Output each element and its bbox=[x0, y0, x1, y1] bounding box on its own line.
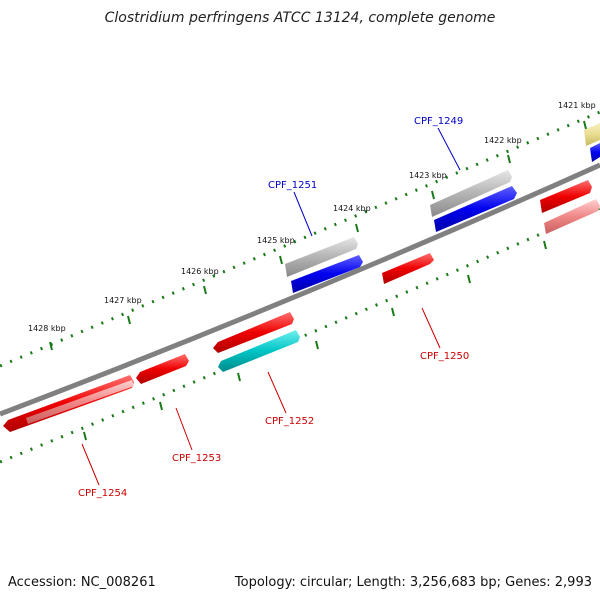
genome-summary-text: Topology: circular; Length: 3,256,683 bp… bbox=[234, 575, 592, 590]
tick-labels: 1421 kbp 1422 kbp 1423 kbp 1424 kbp 1425… bbox=[28, 101, 596, 333]
tick-label-1421: 1421 kbp bbox=[558, 101, 596, 110]
gene-cpf-1253[interactable] bbox=[136, 354, 189, 384]
tick-label-1427: 1427 kbp bbox=[104, 296, 142, 305]
label-cpf-1254: CPF_1254 bbox=[78, 488, 127, 499]
gene-cpf-1251[interactable] bbox=[291, 255, 363, 293]
gene-pink-right[interactable] bbox=[544, 199, 600, 234]
leader-cpf-1249 bbox=[437, 127, 461, 171]
label-cpf-1251: CPF_1251 bbox=[268, 180, 317, 191]
genome-backbone bbox=[0, 162, 600, 417]
gene-cpf-1249[interactable] bbox=[434, 186, 517, 232]
leader-cpf-1252 bbox=[267, 371, 287, 414]
gene-cpf-1254[interactable] bbox=[26, 380, 134, 424]
major-ticks-inner bbox=[83, 240, 547, 441]
major-ticks-outer bbox=[49, 120, 587, 351]
gene-blue-partial[interactable] bbox=[590, 143, 600, 162]
label-cpf-1252: CPF_1252 bbox=[265, 416, 314, 427]
gene-yellow-partial[interactable] bbox=[584, 123, 600, 146]
gene-cpf-1251-cds[interactable] bbox=[285, 237, 358, 277]
gene-cpf-1250[interactable] bbox=[382, 253, 434, 284]
label-cpf-1253: CPF_1253 bbox=[172, 453, 221, 464]
outer-tick-ring bbox=[0, 110, 600, 368]
gene-cpf-1252-top[interactable] bbox=[213, 312, 294, 353]
label-cpf-1249: CPF_1249 bbox=[414, 116, 463, 127]
gene-cpf-1252[interactable] bbox=[218, 330, 300, 372]
tick-label-1424: 1424 kbp bbox=[333, 204, 371, 213]
leader-cpf-1254 bbox=[81, 443, 100, 486]
tick-label-1423: 1423 kbp bbox=[409, 171, 447, 180]
gene-red-right[interactable] bbox=[540, 180, 592, 213]
gene-leader-lines bbox=[81, 127, 461, 486]
gene-labels: CPF_1249 CPF_1251 CPF_1250 CPF_1252 CPF_… bbox=[78, 116, 469, 499]
map-title: Clostridium perfringens ATCC 13124, comp… bbox=[104, 10, 496, 26]
leader-cpf-1251 bbox=[293, 191, 313, 237]
leader-cpf-1253 bbox=[175, 407, 193, 451]
gene-cpf-1249-cds[interactable] bbox=[430, 170, 512, 217]
tick-label-1425: 1425 kbp bbox=[257, 236, 295, 245]
tick-label-1428: 1428 kbp bbox=[28, 324, 66, 333]
tick-label-1422: 1422 kbp bbox=[484, 136, 522, 145]
label-cpf-1250: CPF_1250 bbox=[420, 351, 469, 362]
accession-text: Accession: NC_008261 bbox=[8, 575, 156, 590]
tick-label-1426: 1426 kbp bbox=[181, 267, 219, 276]
leader-cpf-1250 bbox=[421, 307, 441, 349]
